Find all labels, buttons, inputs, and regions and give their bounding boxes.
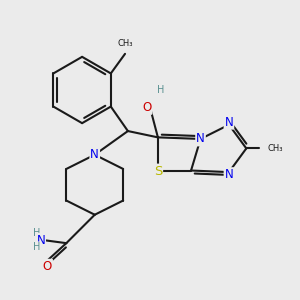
Text: H: H <box>158 85 165 95</box>
Text: O: O <box>142 101 152 114</box>
Text: O: O <box>43 260 52 273</box>
Text: N: N <box>90 148 99 161</box>
Text: N: N <box>225 168 233 181</box>
Text: H: H <box>33 242 40 252</box>
Text: H: H <box>33 228 40 238</box>
Text: N: N <box>37 233 45 247</box>
Text: N: N <box>225 116 233 129</box>
Text: CH₃: CH₃ <box>117 39 133 48</box>
Text: S: S <box>154 165 162 178</box>
Text: CH₃: CH₃ <box>268 144 283 153</box>
Text: N: N <box>196 132 205 146</box>
